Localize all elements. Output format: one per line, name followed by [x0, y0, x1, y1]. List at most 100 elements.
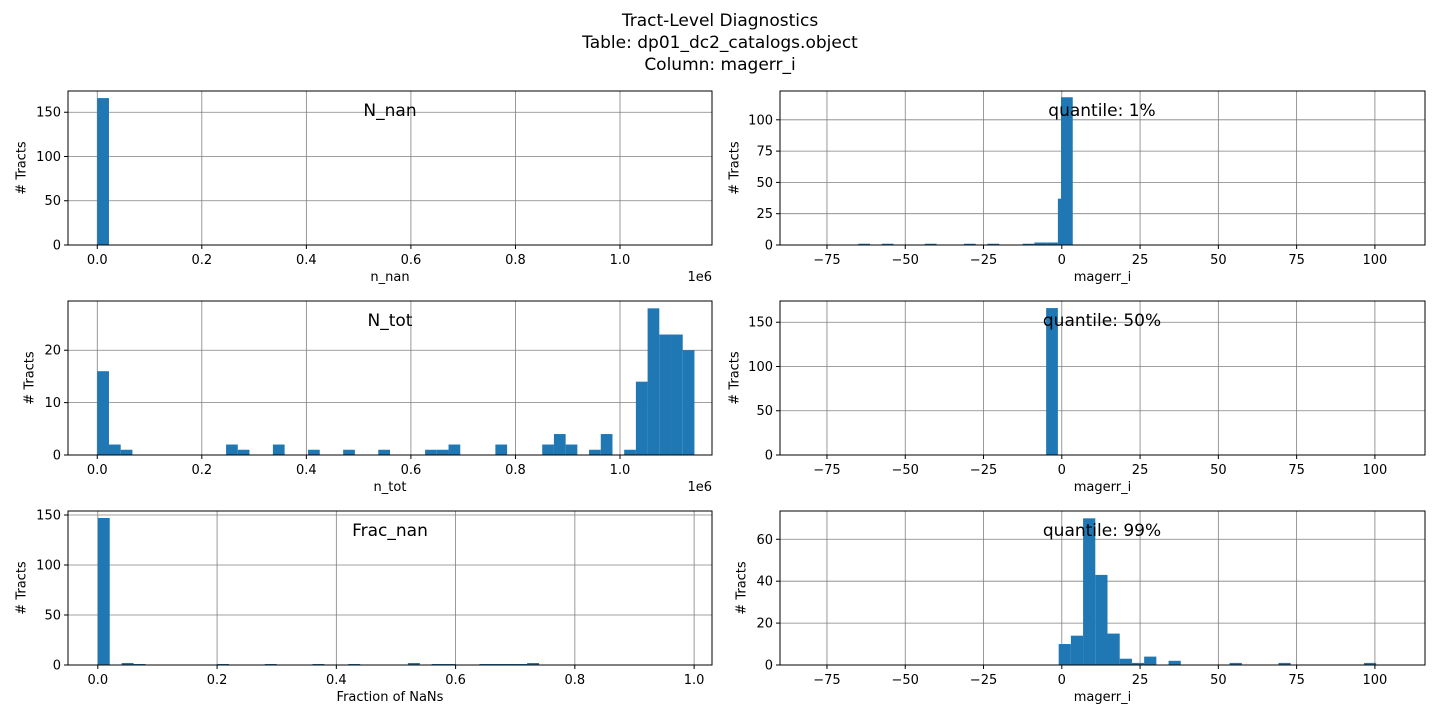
histogram-bar [858, 243, 871, 245]
y-tick-label: 40 [756, 575, 773, 590]
histogram-panel-2: −75 −50 −25 0 25 50 75 100 0 25 50 75 100 magerr_i # T… [728, 90, 1426, 285]
y-tick-label: 150 [748, 316, 773, 331]
histogram-bar [343, 449, 355, 455]
histogram-bar [308, 449, 320, 455]
histogram-bar [1131, 662, 1145, 665]
y-axis-label: # Tracts [15, 141, 30, 195]
histogram-bar [671, 334, 683, 455]
axes-frame [779, 90, 1426, 246]
figure-title-line-3: Column: magerr_i [644, 55, 796, 75]
x-axis-label: magerr_i [1074, 480, 1131, 495]
y-axis-label: # Tracts [728, 351, 743, 405]
histogram-bar [1095, 574, 1108, 665]
y-tick-label: 100 [748, 360, 773, 375]
y-tick-label: 100 [748, 113, 773, 128]
histogram-bar [624, 449, 636, 455]
histogram-bar [436, 449, 449, 455]
x-tick-label: 0.2 [191, 463, 212, 478]
x-tick-label: −75 [813, 673, 840, 688]
histogram-bar [1168, 660, 1181, 665]
axes-frame [67, 90, 713, 246]
histogram-panel-6: −75 −50 −25 0 25 50 75 100 0 20 40 60 magerr_i # Trac… [735, 510, 1426, 705]
histogram-bar [97, 518, 110, 665]
histogram-bar [97, 371, 109, 455]
x-tick-label: 0.2 [207, 673, 228, 688]
histogram-bar [407, 663, 420, 665]
x-tick-label: 0.8 [505, 253, 526, 268]
histogram-bar [1034, 242, 1047, 245]
x-tick-label: −50 [892, 673, 919, 688]
histogram-bar [237, 449, 250, 455]
y-axis-label: # Tracts [23, 351, 38, 405]
panel-annotation: Frac_nan [352, 521, 428, 541]
histogram-bar [1119, 658, 1132, 665]
axes-frame [67, 300, 713, 456]
x-tick-label: 0 [1058, 253, 1066, 268]
y-axis-label: # Tracts [15, 561, 30, 615]
y-axis-label: # Tracts [735, 561, 750, 615]
y-tick-label: 60 [756, 533, 773, 548]
histogram-bar [1278, 662, 1291, 665]
histogram-bar [565, 444, 578, 455]
y-tick-label: 25 [756, 207, 773, 222]
histogram-bar [226, 444, 238, 455]
x-offset-text: 1e6 [687, 270, 712, 285]
histogram-bar [647, 308, 660, 455]
x-axis-label: n_tot [374, 480, 407, 495]
x-tick-label: 0.0 [87, 463, 108, 478]
axes-frame [67, 510, 713, 666]
x-offset-text: 1e6 [687, 480, 712, 495]
x-tick-label: 75 [1288, 463, 1305, 478]
histogram-panel-5: 0.0 0.2 0.4 0.6 0.8 1.0 0 50 100 150 Fraction of N… [15, 509, 713, 705]
x-tick-label: 0.0 [87, 673, 108, 688]
histogram-bar [97, 98, 109, 245]
histogram-panel-4: −75 −50 −25 0 25 50 75 100 0 50 100 150 magerr_i # Tr… [728, 300, 1426, 495]
histogram-bar [272, 444, 285, 455]
x-tick-label: 100 [1362, 253, 1387, 268]
x-axis-label: n_nan [370, 270, 409, 285]
histogram-bar [600, 434, 613, 455]
x-tick-label: 0 [1058, 463, 1066, 478]
histogram-bar [527, 663, 540, 665]
x-tick-label: 100 [1362, 463, 1387, 478]
x-tick-label: 0.2 [191, 253, 212, 268]
y-axis-label: # Tracts [728, 141, 743, 195]
panel-annotation: quantile: 50% [1043, 311, 1161, 331]
histogram-bar [1144, 656, 1157, 665]
x-axis-label: magerr_i [1074, 270, 1131, 285]
histogram-bar [924, 243, 937, 245]
x-tick-label: 0.6 [401, 253, 422, 268]
histogram-bar [682, 350, 695, 455]
x-tick-label: 0.4 [296, 463, 317, 478]
x-tick-label: 0.6 [401, 463, 422, 478]
histogram-bar [1022, 243, 1035, 245]
y-tick-label: 50 [44, 194, 61, 209]
y-tick-label: 50 [756, 404, 773, 419]
figure-title-line-1: Tract-Level Diagnostics [621, 11, 819, 31]
x-tick-label: 25 [1132, 253, 1149, 268]
x-tick-label: 1.0 [684, 673, 705, 688]
x-tick-label: 75 [1288, 253, 1305, 268]
x-tick-label: 50 [1210, 253, 1227, 268]
x-axis-label: Fraction of NaNs [337, 690, 444, 705]
y-tick-label: 10 [44, 396, 61, 411]
x-tick-label: −50 [892, 253, 919, 268]
axes-frame [779, 510, 1426, 666]
histogram-bar [1083, 518, 1096, 665]
histogram-bar [659, 334, 672, 455]
x-tick-label: 0.8 [505, 463, 526, 478]
x-tick-label: −75 [813, 463, 840, 478]
histogram-bar [589, 449, 601, 455]
panel-annotation: quantile: 99% [1043, 521, 1161, 541]
histogram-bar [1070, 635, 1084, 665]
x-tick-label: 50 [1210, 673, 1227, 688]
x-tick-label: 0 [1058, 673, 1066, 688]
histogram-bar [425, 449, 437, 455]
x-tick-label: 25 [1132, 463, 1149, 478]
x-tick-label: −25 [970, 673, 997, 688]
x-tick-label: 0.8 [565, 673, 586, 688]
histogram-bar [448, 444, 461, 455]
x-tick-label: 75 [1288, 673, 1305, 688]
y-tick-label: 20 [44, 344, 61, 359]
y-tick-label: 0 [53, 449, 61, 464]
